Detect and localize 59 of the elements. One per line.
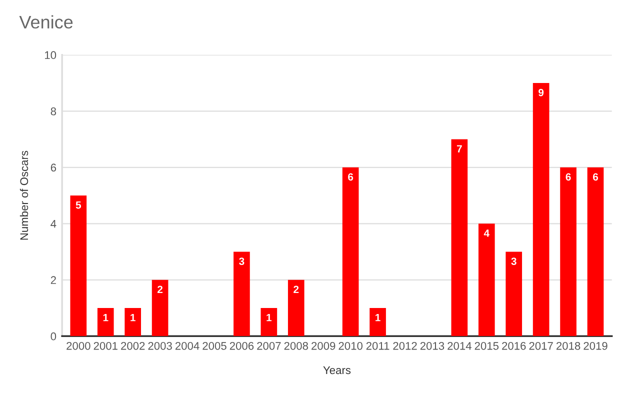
bar (124, 308, 142, 336)
x-tick-label: 2010 (338, 342, 362, 350)
x-tick-label: 2012 (393, 342, 417, 350)
y-tick-label: 0 (50, 332, 56, 340)
x-tick-label: 2007 (257, 342, 281, 350)
y-tick-label: 2 (50, 276, 56, 284)
x-tick-label: 2018 (556, 342, 580, 350)
x-tick-label: 2013 (420, 342, 444, 350)
data-label: 1 (103, 314, 108, 322)
x-tick-label: 2002 (121, 342, 145, 350)
x-tick-label: 2009 (312, 342, 336, 350)
x-axis-title: Years (323, 366, 351, 374)
data-label: 9 (538, 88, 544, 96)
bar (532, 83, 550, 336)
bar (97, 308, 114, 336)
bar (587, 167, 604, 336)
x-tick-label: 2005 (202, 342, 226, 350)
x-tick-label: 2004 (175, 342, 200, 350)
y-tick-label: 8 (50, 107, 56, 116)
bar (370, 308, 386, 336)
y-tick-label: 4 (50, 220, 56, 228)
bar (478, 224, 495, 336)
data-label: 5 (76, 201, 82, 209)
data-label: 1 (376, 314, 380, 322)
data-label: 1 (266, 314, 272, 322)
bar (560, 167, 576, 336)
x-tick-label: 2016 (502, 342, 526, 350)
data-label: 1 (130, 314, 136, 322)
y-axis-title: Number of Oscars (20, 150, 28, 240)
bar (342, 167, 359, 336)
x-tick-label: 2014 (448, 342, 472, 350)
x-tick-label: 2015 (474, 342, 499, 350)
data-label: 2 (294, 286, 299, 293)
bar (260, 308, 278, 336)
data-label: 4 (484, 230, 490, 237)
bar (234, 252, 250, 336)
data-label: 6 (348, 173, 354, 181)
y-tick-label: 6 (50, 164, 56, 172)
data-label: 6 (566, 173, 571, 181)
x-tick-label: 2003 (148, 342, 172, 350)
bar (152, 280, 168, 336)
x-tick-label: 2017 (529, 342, 553, 350)
data-label: 6 (592, 173, 598, 181)
y-tick-label: 10 (45, 51, 56, 60)
x-tick-label: 2019 (584, 342, 608, 350)
data-label: 7 (456, 145, 462, 152)
data-label: 3 (239, 258, 244, 265)
x-tick-label: 2011 (366, 342, 390, 350)
x-tick-label: 2006 (230, 342, 254, 350)
data-label: 2 (158, 286, 163, 293)
bar (451, 139, 468, 336)
data-label: 3 (511, 258, 516, 265)
x-tick-label: 2000 (66, 342, 90, 350)
x-tick-label: 2008 (284, 342, 308, 350)
chart-title: Venice (19, 15, 73, 29)
x-tick-label: 2001 (94, 342, 118, 350)
bar (506, 252, 522, 336)
bar (70, 196, 87, 336)
bar (288, 280, 304, 336)
